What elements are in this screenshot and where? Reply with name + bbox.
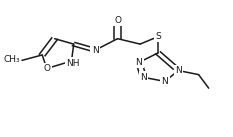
Text: N: N: [92, 46, 99, 55]
Text: N: N: [136, 58, 142, 67]
Text: NH: NH: [66, 59, 79, 68]
Text: N: N: [140, 73, 147, 82]
Text: CH₃: CH₃: [3, 55, 20, 64]
Text: N: N: [161, 77, 168, 86]
Text: N: N: [175, 66, 182, 75]
Text: O: O: [114, 16, 121, 25]
Text: O: O: [43, 64, 50, 73]
Text: S: S: [155, 32, 161, 41]
